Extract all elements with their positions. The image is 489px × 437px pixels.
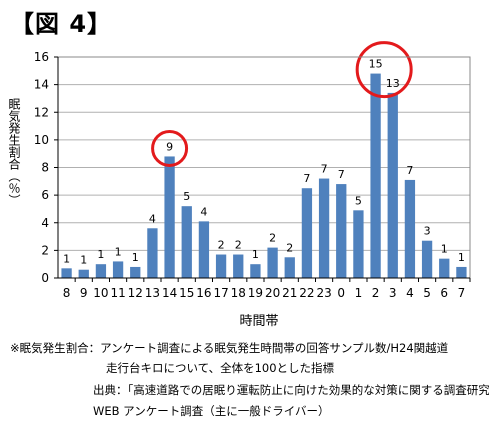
x-tick-label: 18 <box>231 286 246 300</box>
data-label: 7 <box>406 164 413 177</box>
x-tick-label: 12 <box>128 286 143 300</box>
x-tick-label: 9 <box>80 286 88 300</box>
bars <box>61 73 467 278</box>
bar <box>147 228 158 278</box>
x-tick-label: 15 <box>179 286 194 300</box>
highlight-circle <box>355 41 413 99</box>
y-tick-label: 16 <box>34 50 49 64</box>
bar <box>370 73 381 278</box>
y-tick-label: 14 <box>34 78 49 92</box>
source-line-1: 出典：「高速道路での居眠り運転防止に向けた効果的な対策に関する調査研究」 <box>93 383 489 397</box>
y-tick-label: 2 <box>41 243 49 257</box>
x-tick-label: 2 <box>372 286 380 300</box>
bar <box>301 188 313 278</box>
note-line-2: 走行台キロについて、全体を100とした指標 <box>106 361 335 375</box>
bar <box>318 178 330 278</box>
bar <box>95 264 107 278</box>
data-label: 7 <box>338 168 345 181</box>
data-label: 1 <box>115 245 122 258</box>
x-tick-label: 21 <box>282 286 297 300</box>
gridlines <box>58 84 470 251</box>
y-axis-label: 眠気発生割合（％） <box>7 98 21 206</box>
data-label: 1 <box>252 248 259 261</box>
bar <box>164 156 175 278</box>
bar <box>215 254 227 278</box>
bar <box>267 247 278 278</box>
x-axis-label: 時間帯 <box>239 314 278 329</box>
data-label: 1 <box>97 248 104 261</box>
bar <box>353 210 364 278</box>
bar <box>250 264 261 278</box>
x-tick-labels: 8 9 10 11 12 13 14 15 16 17 18 19 20 21 22 23 0 1 2 3 4 5 6 7 <box>63 286 465 300</box>
x-tick-label: 16 <box>196 286 211 300</box>
x-tick-label: 10 <box>93 286 108 300</box>
data-label: 1 <box>132 251 139 264</box>
x-tick-label: 19 <box>248 286 263 300</box>
data-label: 2 <box>286 241 293 254</box>
data-label: 2 <box>235 239 242 252</box>
bar <box>387 92 398 278</box>
bar <box>456 266 467 278</box>
x-tick-label: 13 <box>145 286 160 300</box>
y-tick-label: 6 <box>41 188 49 202</box>
bar <box>198 221 210 278</box>
x-tick-label: 6 <box>440 286 448 300</box>
y-tick-label: 0 <box>41 271 49 285</box>
data-label: 4 <box>200 205 207 218</box>
bar <box>336 184 347 278</box>
axes <box>54 56 471 282</box>
figure-title: 【図 4】 <box>10 10 113 38</box>
data-label: 2 <box>218 239 225 252</box>
bar <box>61 268 72 278</box>
data-label: 2 <box>269 232 276 245</box>
y-tick-label: 4 <box>41 216 49 230</box>
data-label: 7 <box>303 172 310 185</box>
data-label: 1 <box>80 254 87 267</box>
data-label: 1 <box>63 252 70 265</box>
source-line-2: WEB アンケート調査（主に一般ドライバー） <box>93 404 330 418</box>
bar <box>233 254 244 278</box>
x-tick-label: 5 <box>423 286 431 300</box>
bar <box>112 261 124 278</box>
x-tick-label: 4 <box>406 286 414 300</box>
x-tick-label: 7 <box>458 286 466 300</box>
data-label: 15 <box>369 58 383 71</box>
data-label: 1 <box>441 243 448 256</box>
bar <box>130 266 141 278</box>
data-label: 5 <box>183 190 190 203</box>
bar <box>284 257 295 278</box>
x-tick-label: 17 <box>213 286 228 300</box>
x-tick-label: 20 <box>265 286 280 300</box>
bar <box>78 269 89 278</box>
y-tick-label: 10 <box>34 133 49 147</box>
data-label: 13 <box>386 77 400 90</box>
data-label: 4 <box>149 212 156 225</box>
data-label: 5 <box>355 194 362 207</box>
x-tick-label: 0 <box>337 286 345 300</box>
y-tick-labels: 0 2 4 6 8 10 12 14 16 <box>34 50 49 285</box>
bar <box>421 240 433 278</box>
data-label: 9 <box>166 140 173 153</box>
x-tick-label: 11 <box>110 286 125 300</box>
data-label: 3 <box>424 225 431 238</box>
note-line-1: ※眠気発生割合：アンケート調査による眠気発生時間帯の回答サンプル数/H24関越道 <box>10 341 449 355</box>
x-tick-label: 1 <box>355 286 363 300</box>
x-tick-label: 23 <box>316 286 331 300</box>
x-tick-label: 22 <box>299 286 314 300</box>
data-label: 1 <box>458 251 465 264</box>
highlight-circles <box>151 41 413 167</box>
highlight-circle <box>151 129 189 167</box>
data-label: 7 <box>321 163 328 176</box>
bar <box>181 206 192 278</box>
x-tick-label: 8 <box>63 286 71 300</box>
y-tick-label: 8 <box>41 161 49 175</box>
x-tick-label: 3 <box>389 286 397 300</box>
x-tick-label: 14 <box>162 286 177 300</box>
bar <box>439 258 450 278</box>
y-tick-label: 12 <box>34 105 49 119</box>
bar <box>404 179 416 278</box>
